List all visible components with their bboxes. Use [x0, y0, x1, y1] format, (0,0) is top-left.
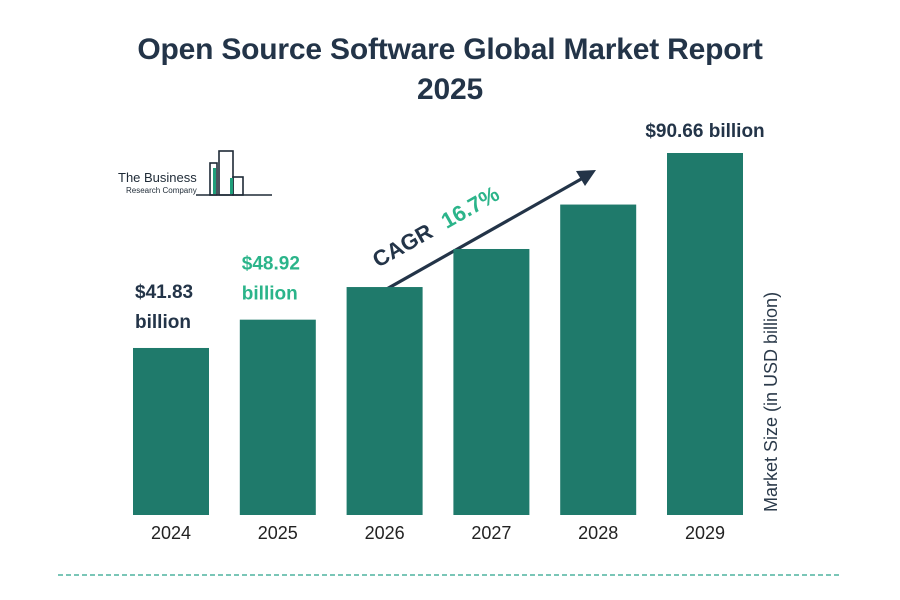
logo-text-line2: Research Company	[126, 186, 197, 195]
company-logo: The Business Research Company	[118, 150, 272, 196]
bar-2026	[346, 287, 423, 515]
logo-text-line1: The Business	[118, 170, 197, 185]
data-label-2029: $90.66 billion	[645, 121, 764, 142]
bar-2028	[560, 204, 637, 515]
x-tick-2029: 2029	[685, 523, 725, 543]
data-label-2024: $41.83 billion	[135, 282, 193, 333]
chart-title: Open Source Software Global Market Repor…	[0, 30, 900, 110]
chart-title-line1: Open Source Software Global Market Repor…	[137, 33, 763, 66]
cagr-prefix: CAGR	[368, 219, 437, 273]
arrow-head-icon	[576, 170, 596, 186]
bar-2029	[667, 153, 743, 515]
x-tick-2025: 2025	[258, 523, 298, 543]
x-tick-2026: 2026	[365, 523, 405, 543]
x-tick-labels: 2024 2025 2026 2027 2028 2029	[151, 523, 725, 543]
cagr-value: 16.7%	[437, 181, 504, 233]
x-tick-2027: 2027	[471, 523, 511, 543]
bars-group	[133, 153, 743, 515]
data-labels: $41.83 billion $48.92 billion $90.66 billion	[135, 121, 765, 333]
data-label-2025: $48.92 billion	[242, 254, 300, 305]
cagr-arrow	[361, 170, 596, 305]
chart-title-line2: 2025	[417, 73, 483, 106]
x-tick-2024: 2024	[151, 523, 191, 543]
x-tick-2028: 2028	[578, 523, 618, 543]
y-axis-label: Market Size (in USD billion)	[761, 292, 781, 512]
bar-2024	[133, 347, 209, 515]
logo-buildings-icon	[196, 150, 272, 196]
bar-2025	[239, 319, 316, 515]
logo-bars-icon	[213, 168, 233, 194]
bar-2027	[453, 248, 530, 515]
